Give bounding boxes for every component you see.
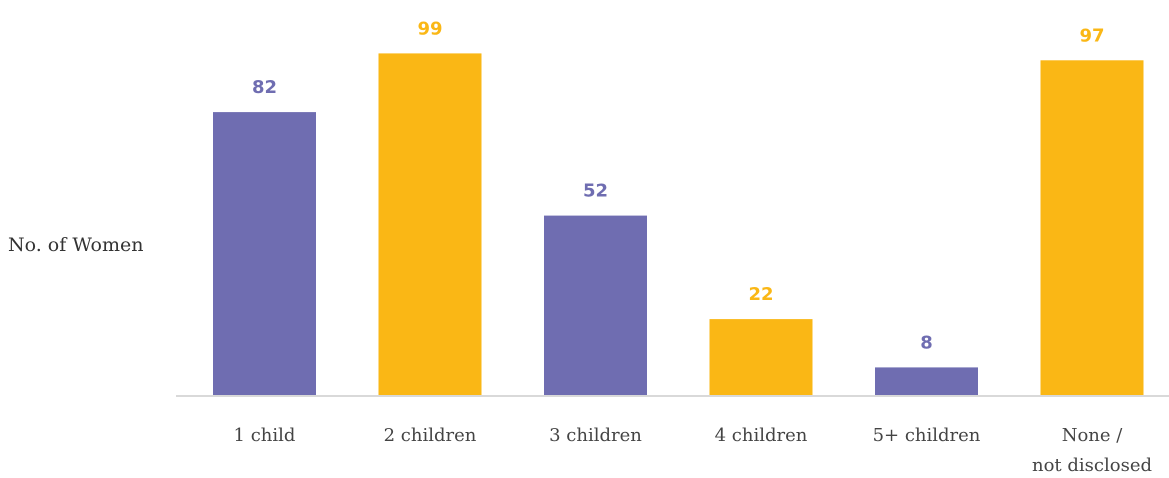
data-label: 82 (252, 77, 277, 98)
x-tick-label: 1 child (234, 425, 296, 446)
bar (875, 367, 978, 395)
data-label: 97 (1079, 25, 1104, 46)
bar (709, 319, 813, 395)
bar (544, 215, 647, 395)
x-tick-label: 2 children (384, 425, 477, 446)
bar (378, 53, 482, 396)
x-tick-labels-group: 1 child 2 children 3 children 4 children 5+ … (234, 425, 1152, 476)
y-axis-label: No. of Women (8, 234, 144, 256)
x-tick-label: None / (1062, 425, 1124, 446)
x-tick-label: 4 children (715, 425, 808, 446)
data-label: 22 (748, 284, 773, 305)
bar (213, 112, 316, 395)
data-label: 8 (920, 332, 933, 353)
x-tick-label: 3 children (549, 425, 642, 446)
bars-group (213, 53, 1144, 396)
data-label: 52 (583, 181, 608, 202)
bar (1040, 60, 1144, 396)
value-labels-group: 82 99 52 22 8 97 (252, 18, 1105, 353)
x-tick-label: not disclosed (1032, 455, 1152, 476)
data-label: 99 (417, 18, 442, 39)
x-tick-label: 5+ children (873, 425, 981, 446)
